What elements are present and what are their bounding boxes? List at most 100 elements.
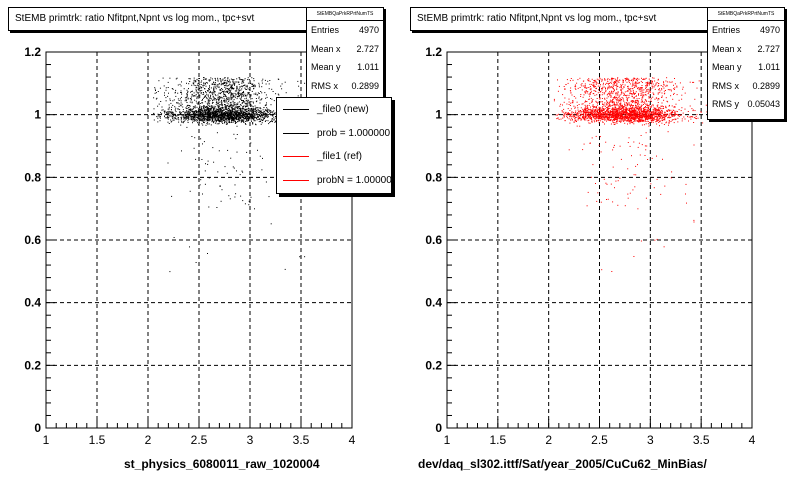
- data-point: [656, 112, 658, 114]
- data-point: [239, 174, 241, 176]
- data-point: [627, 113, 629, 115]
- data-point: [248, 117, 250, 118]
- data-point: [601, 89, 603, 91]
- data-point: [616, 113, 618, 115]
- data-point: [207, 90, 209, 92]
- data-point: [227, 149, 229, 151]
- data-point: [253, 108, 255, 110]
- data-point: [213, 88, 215, 90]
- data-point: [231, 116, 233, 118]
- data-point: [609, 105, 611, 107]
- data-point: [580, 119, 582, 121]
- data-point: [613, 83, 615, 85]
- data-point: [576, 105, 578, 107]
- data-point: [228, 100, 230, 102]
- data-point: [242, 118, 244, 120]
- data-point: [226, 122, 228, 124]
- data-point: [655, 113, 657, 115]
- data-point: [251, 117, 253, 119]
- data-point: [641, 77, 642, 79]
- data-point: [584, 85, 586, 86]
- data-point: [227, 115, 228, 117]
- data-point: [225, 95, 227, 97]
- data-point: [258, 97, 260, 99]
- data-point: [184, 115, 186, 117]
- data-point: [224, 106, 226, 108]
- data-point: [675, 113, 677, 115]
- data-point: [235, 114, 237, 116]
- data-point: [200, 87, 202, 89]
- data-point: [209, 105, 211, 107]
- data-point: [633, 85, 635, 86]
- data-point: [177, 98, 179, 100]
- data-point: [226, 109, 228, 111]
- data-point: [233, 112, 235, 114]
- data-point: [606, 199, 607, 200]
- data-point: [171, 88, 173, 89]
- data-point: [231, 92, 232, 94]
- data-point: [615, 113, 617, 115]
- data-point: [182, 111, 184, 113]
- data-point: [233, 79, 235, 80]
- data-point: [221, 121, 223, 123]
- data-point: [599, 107, 601, 109]
- data-point: [630, 90, 632, 92]
- data-point: [635, 99, 637, 101]
- data-point: [164, 115, 165, 117]
- data-point: [674, 111, 676, 113]
- data-point: [173, 237, 175, 238]
- data-point: [586, 101, 588, 103]
- data-point: [577, 109, 579, 111]
- data-point: [203, 120, 205, 122]
- data-point: [217, 111, 219, 113]
- data-point: [247, 114, 249, 115]
- data-point: [633, 94, 635, 95]
- data-point: [599, 94, 601, 96]
- data-point: [223, 117, 225, 119]
- data-point: [236, 96, 238, 98]
- data-point: [160, 101, 162, 102]
- data-point: [237, 121, 239, 122]
- data-point: [610, 123, 612, 125]
- data-point: [192, 107, 194, 109]
- data-point: [213, 110, 215, 112]
- data-point: [612, 93, 614, 95]
- data-point: [209, 97, 211, 99]
- data-point: [647, 123, 649, 125]
- data-point: [639, 114, 641, 116]
- data-point: [571, 118, 573, 120]
- data-point: [228, 111, 230, 113]
- data-point: [638, 120, 640, 122]
- data-point: [635, 95, 637, 97]
- data-point: [218, 123, 220, 125]
- data-point: [246, 119, 248, 121]
- data-point: [247, 101, 249, 103]
- data-point: [618, 96, 620, 98]
- data-point: [584, 91, 586, 93]
- data-point: [599, 115, 601, 116]
- data-point: [216, 112, 218, 114]
- data-point: [273, 116, 275, 118]
- data-point: [255, 98, 257, 99]
- data-point: [216, 115, 217, 117]
- data-point: [220, 79, 222, 81]
- data-point: [235, 104, 237, 106]
- data-point: [633, 121, 635, 123]
- data-point: [251, 112, 253, 114]
- data-point: [646, 104, 648, 106]
- data-point: [598, 79, 600, 81]
- data-point: [250, 113, 252, 115]
- data-point: [211, 110, 213, 112]
- data-point: [218, 92, 220, 94]
- data-point: [271, 98, 273, 100]
- data-point: [587, 114, 589, 116]
- data-point: [169, 98, 171, 100]
- data-point: [586, 117, 588, 119]
- data-point: [646, 115, 648, 117]
- data-point: [624, 118, 626, 120]
- data-point: [209, 110, 211, 112]
- data-point: [167, 95, 169, 97]
- data-point: [651, 115, 653, 117]
- data-point: [235, 93, 237, 95]
- data-point: [243, 85, 245, 86]
